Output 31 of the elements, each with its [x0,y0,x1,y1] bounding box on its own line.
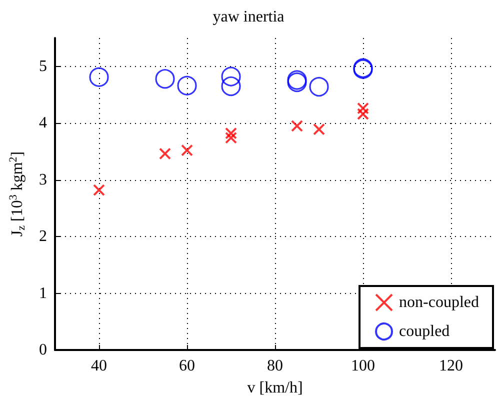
x-tick-label: 100 [351,358,375,374]
y-tick-label: 4 [39,114,47,132]
point [181,144,193,156]
x-tick-label: 60 [179,358,195,374]
point [221,76,241,96]
legend-label: coupled [399,323,450,340]
chart-title: yaw inertia [212,8,284,26]
x-tick-label: 80 [267,358,283,374]
y-tick-label: 3 [39,171,47,188]
y-tick-label: 5 [39,58,47,75]
point [155,69,175,89]
point [309,76,329,97]
point [93,184,105,196]
point [89,67,109,87]
y-axis-title: Jz [103 kgm2] [8,151,28,237]
point [159,148,171,160]
x-tick-label: 40 [91,358,107,374]
point [221,66,241,86]
point [357,108,369,120]
point [225,127,237,140]
x-tick-label: 120 [439,358,463,374]
point [291,120,303,132]
legend-label: non-coupled [399,294,480,311]
point [357,102,369,114]
point [177,76,197,96]
point [225,132,237,144]
y-tick-label: 1 [39,284,47,302]
point [313,123,325,136]
y-tick-label: 2 [39,228,47,246]
y-tick-label: 0 [39,342,47,358]
x-axis-title: v [km/h] [247,380,303,396]
